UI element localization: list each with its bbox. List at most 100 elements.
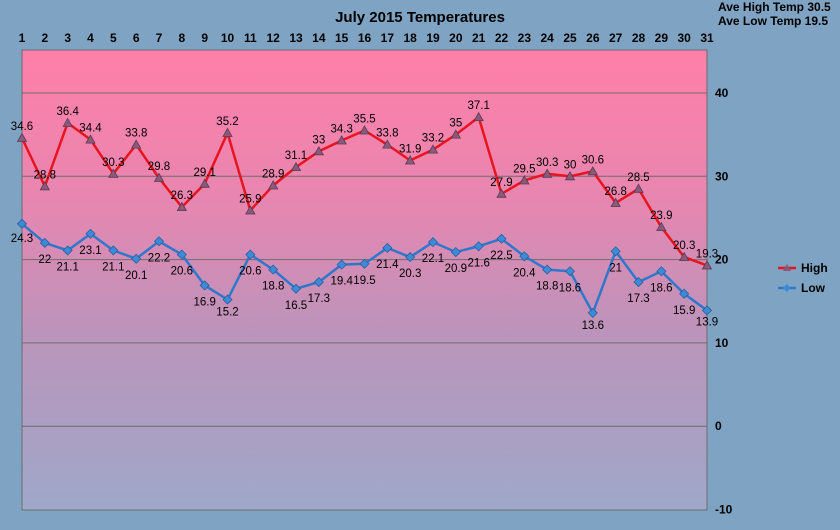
data-label: 17.3 (308, 293, 330, 305)
data-label: 28.9 (262, 168, 284, 180)
data-point (473, 241, 484, 252)
x-tick-label: 9 (201, 31, 208, 45)
ave-low-stat: Ave Low Temp 19.5 (718, 14, 828, 28)
data-point (519, 175, 530, 185)
data-label: 16.9 (193, 296, 215, 308)
data-label: 18.8 (262, 281, 284, 293)
x-tick-label: 15 (335, 31, 349, 45)
data-point (633, 183, 644, 193)
data-point (519, 251, 530, 262)
data-point (268, 264, 279, 275)
data-label: 28.5 (627, 172, 649, 184)
x-tick-label: 23 (518, 31, 532, 45)
data-point (701, 305, 713, 316)
data-label: 19.4 (330, 276, 353, 288)
x-tick-label: 28 (632, 31, 646, 45)
y-tick-label: 20 (715, 253, 729, 267)
data-label: 19.3 (696, 248, 718, 260)
data-label: 20.3 (673, 240, 695, 252)
data-label: 20.3 (399, 268, 421, 280)
data-label: 31.9 (399, 143, 421, 155)
data-point (496, 233, 507, 244)
data-point (382, 139, 393, 149)
data-point (427, 144, 439, 154)
data-label: 15.9 (673, 305, 695, 317)
data-label: 26.3 (171, 190, 193, 202)
data-label: 13.6 (582, 320, 604, 332)
data-label: 21.1 (102, 261, 124, 273)
data-label: 17.3 (627, 293, 649, 305)
data-point (541, 168, 553, 178)
data-point (336, 259, 347, 270)
y-tick-label: 40 (715, 86, 729, 100)
data-label: 34.4 (79, 123, 102, 135)
data-label: 36.4 (56, 106, 79, 118)
x-tick-label: 7 (156, 31, 163, 45)
x-tick-label: 11 (244, 31, 257, 45)
x-tick-label: 1 (19, 31, 26, 45)
data-point (610, 246, 621, 257)
data-point (108, 245, 119, 256)
data-label: 19.5 (353, 275, 375, 287)
data-point (679, 288, 690, 299)
data-label: 22.2 (148, 252, 170, 264)
data-point (359, 258, 370, 269)
x-tick-label: 8 (178, 31, 185, 45)
data-label: 20.4 (513, 267, 536, 279)
data-point (176, 249, 187, 260)
data-label: 22.1 (422, 253, 444, 265)
data-label: 21.6 (467, 257, 489, 269)
x-tick-label: 18 (403, 31, 417, 45)
data-point (427, 237, 439, 248)
data-point (131, 253, 142, 264)
data-label: 16.5 (285, 300, 307, 312)
data-label: 20.6 (239, 266, 261, 278)
series-low: 24.32221.123.121.120.122.220.616.915.220… (11, 218, 718, 332)
data-point (587, 165, 599, 176)
data-point (678, 251, 690, 262)
x-tick-label: 27 (609, 31, 623, 45)
x-tick-label: 21 (472, 31, 486, 45)
x-tick-label: 5 (110, 31, 117, 45)
data-point (290, 283, 302, 294)
data-label: 34.6 (11, 121, 33, 133)
data-point (245, 205, 256, 215)
data-label: 20.1 (125, 270, 147, 282)
data-label: 22 (38, 254, 51, 266)
x-tick-label: 12 (266, 31, 280, 45)
legend-marker (783, 284, 791, 292)
x-tick-label: 16 (358, 31, 372, 45)
data-label: 21.1 (56, 261, 78, 273)
data-point (153, 236, 165, 247)
data-point (450, 129, 462, 139)
data-label: 30.3 (102, 157, 124, 169)
data-label: 15.2 (216, 307, 238, 319)
x-tick-label: 19 (426, 31, 440, 45)
series-high: 34.6 28.8 36.434.4 30.3 33.8 29.8 26.329.1 35.2… (11, 100, 718, 270)
x-tick-label: 17 (381, 31, 395, 45)
x-tick-label: 29 (655, 31, 669, 45)
data-label: 21 (609, 262, 622, 274)
data-point (290, 161, 302, 172)
y-tick-label: -10 (715, 503, 733, 517)
x-tick-label: 22 (495, 31, 509, 45)
data-label: 18.6 (559, 282, 581, 294)
x-tick-label: 10 (221, 31, 235, 45)
data-point (16, 218, 28, 229)
data-label: 24.3 (11, 233, 33, 245)
data-label: 33.8 (376, 128, 398, 140)
data-label: 29.1 (193, 167, 215, 179)
data-point (564, 266, 576, 277)
data-point (62, 245, 73, 256)
x-tick-label: 3 (64, 31, 71, 45)
data-label: 35.5 (353, 113, 375, 125)
data-label: 30.6 (582, 154, 604, 166)
data-label: 33 (312, 134, 325, 146)
data-label: 18.8 (536, 281, 558, 293)
data-label: 28.8 (34, 169, 56, 181)
data-point (176, 201, 188, 212)
x-tick-label: 4 (87, 31, 94, 45)
data-point (85, 228, 96, 239)
data-point (245, 249, 256, 260)
